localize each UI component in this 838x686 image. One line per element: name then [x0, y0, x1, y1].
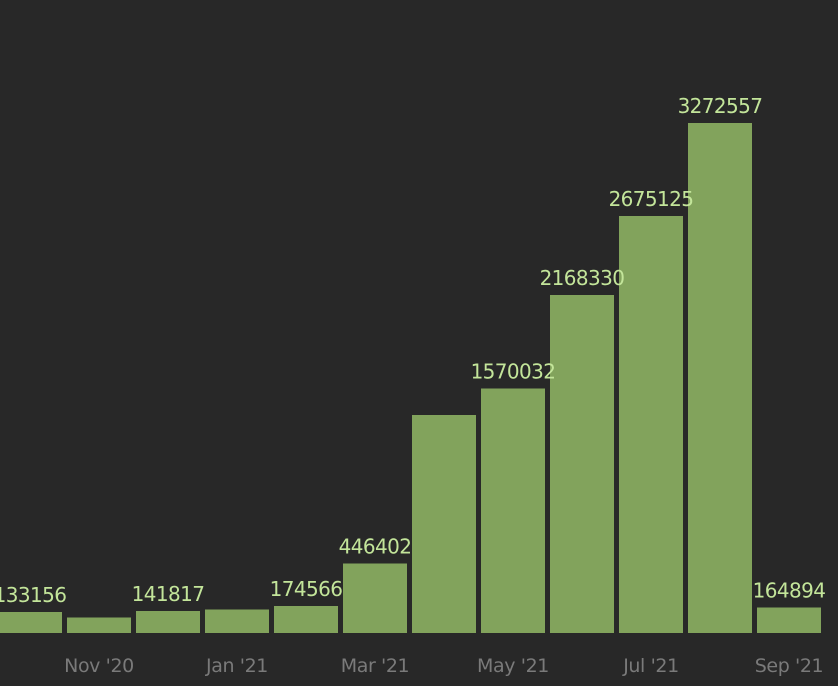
bar [412, 414, 476, 633]
bar [67, 617, 131, 633]
x-axis-tick-labels: Nov '20 Jan '21 Mar '21 May '21 Jul '21 Sep '… [64, 655, 823, 677]
value-labels-layer: 133156 141817 174566 446402 1570032 2168330 26… [0, 94, 826, 607]
bar-value-label: 1570032 [471, 359, 556, 383]
bar [481, 388, 545, 633]
bar [688, 123, 752, 633]
bar [136, 610, 200, 633]
bar-value-label: 141817 [132, 582, 205, 606]
bar [550, 295, 614, 633]
bar [343, 563, 407, 633]
bar-value-label: 133156 [0, 583, 66, 607]
x-axis-tick-label: Mar '21 [341, 655, 410, 677]
bar-value-label: 164894 [753, 578, 826, 602]
bar-value-label: 2168330 [540, 266, 625, 290]
x-axis-tick-label: Sep '21 [755, 655, 823, 677]
bar [0, 612, 62, 633]
bar-value-label: 446402 [339, 534, 412, 558]
bars-layer [0, 123, 821, 633]
x-axis-tick-label: Jan '21 [205, 655, 268, 677]
bar [619, 216, 683, 633]
bar-value-label: 3272557 [678, 94, 763, 118]
bar [757, 607, 821, 633]
bar [274, 605, 338, 633]
bar-value-label: 174566 [270, 577, 343, 601]
bar [205, 609, 269, 633]
bar-value-label: 2675125 [609, 187, 694, 211]
x-axis-tick-label: Nov '20 [64, 655, 134, 677]
x-axis-tick-label: Jul '21 [622, 655, 679, 677]
x-axis-tick-label: May '21 [477, 655, 549, 677]
